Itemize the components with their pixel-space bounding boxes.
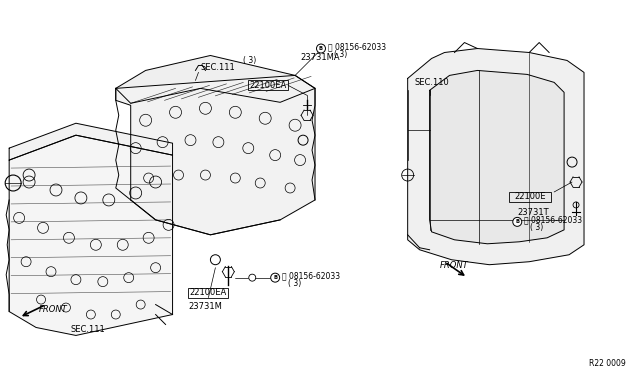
Text: Ⓑ 08156-62033: Ⓑ 08156-62033 <box>328 42 386 51</box>
Text: SEC.111: SEC.111 <box>200 63 235 72</box>
Bar <box>509 192 551 202</box>
Text: 22100E: 22100E <box>515 192 546 202</box>
Circle shape <box>271 273 280 282</box>
Text: SEC.111: SEC.111 <box>71 325 106 334</box>
Polygon shape <box>116 55 315 103</box>
Text: 22100EA: 22100EA <box>250 81 287 90</box>
Polygon shape <box>429 70 564 244</box>
Text: B: B <box>319 46 323 51</box>
Text: R22 0009: R22 0009 <box>589 359 626 368</box>
Polygon shape <box>9 135 173 336</box>
Circle shape <box>317 44 326 53</box>
Text: 22100EA: 22100EA <box>190 288 227 297</box>
Text: FRONT: FRONT <box>39 305 68 314</box>
Text: ( 3): ( 3) <box>288 279 301 288</box>
Text: B: B <box>515 219 519 224</box>
Polygon shape <box>408 48 584 265</box>
Text: B: B <box>273 275 277 280</box>
Circle shape <box>513 217 522 226</box>
Polygon shape <box>9 123 173 160</box>
Text: 23731MA: 23731MA <box>300 53 340 62</box>
Text: Ⓑ 08156-62033: Ⓑ 08156-62033 <box>282 271 340 280</box>
Bar <box>189 288 228 298</box>
Bar <box>248 80 288 90</box>
Text: ( 3): ( 3) <box>334 50 347 59</box>
Text: ( 3): ( 3) <box>530 223 543 232</box>
Text: FRONT: FRONT <box>440 261 468 270</box>
Polygon shape <box>116 76 315 235</box>
Text: Ⓑ 08156-62033: Ⓑ 08156-62033 <box>524 215 582 224</box>
Text: 23731M: 23731M <box>189 302 222 311</box>
Text: 23731T: 23731T <box>517 208 549 217</box>
Text: ( 3): ( 3) <box>243 56 257 65</box>
Text: SEC.110: SEC.110 <box>415 78 449 87</box>
